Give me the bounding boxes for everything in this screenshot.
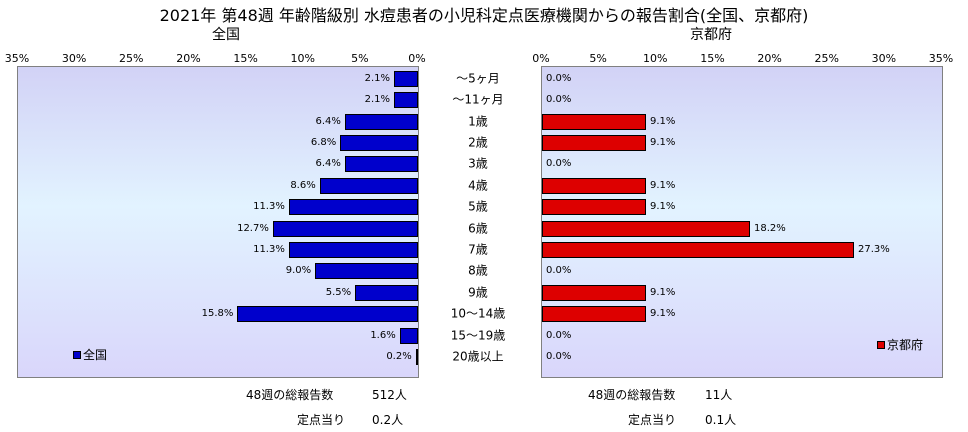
kyoto-value-label: 0.0% xyxy=(546,158,572,170)
national-bar xyxy=(340,134,418,151)
kyoto-x-tick: 0% xyxy=(532,52,550,65)
national-total-value: 512人 xyxy=(372,388,407,402)
national-bar xyxy=(237,306,418,323)
age-category-label: 9歳 xyxy=(468,285,488,300)
kyoto-x-tick: 15% xyxy=(700,52,725,65)
kyoto-x-tick: 5% xyxy=(589,52,607,65)
kyoto-value-label: 0.0% xyxy=(546,329,572,341)
national-x-tick: 25% xyxy=(119,52,144,65)
national-total-label: 48週の総報告数 xyxy=(246,388,334,402)
national-bar xyxy=(399,327,418,344)
national-x-tick: 10% xyxy=(290,52,315,65)
kyoto-legend-swatch xyxy=(877,340,885,349)
national-x-tick: 20% xyxy=(176,52,201,65)
national-value-label: 6.4% xyxy=(315,158,341,170)
national-bar xyxy=(344,156,418,173)
kyoto-bar xyxy=(542,177,646,194)
kyoto-value-label: 18.2% xyxy=(754,222,786,234)
age-category-label: 5歳 xyxy=(468,199,488,214)
national-bar xyxy=(288,241,418,258)
national-value-label: 1.6% xyxy=(370,329,396,341)
national-value-label: 12.7% xyxy=(237,222,269,234)
national-bar xyxy=(319,177,418,194)
age-category-label: 20歳以上 xyxy=(452,349,504,364)
national-value-label: 9.0% xyxy=(285,265,312,277)
kyoto-x-tick: 35% xyxy=(928,52,954,65)
age-category-label: ～11ヶ月 xyxy=(452,92,504,107)
national-x-tick: 15% xyxy=(233,52,258,65)
kyoto-value-label: 0.0% xyxy=(546,72,572,84)
national-bar xyxy=(272,220,418,237)
national-value-label: 11.3% xyxy=(253,243,285,255)
national-value-label: 11.3% xyxy=(253,201,285,213)
kyoto-chart-title: 京都府 xyxy=(690,27,732,43)
kyoto-total-value: 11人 xyxy=(705,388,733,402)
national-chart-title: 全国 xyxy=(212,27,240,43)
national-x-tick: 5% xyxy=(351,52,369,65)
national-per-value: 0.2人 xyxy=(372,413,404,427)
national-bar xyxy=(355,284,418,301)
national-plot-area: 全国 2.1% 2.1% 6.4% 6.8% 6.4% 8.6% 11.3% 12.7% 11.… xyxy=(17,66,419,378)
national-value-label: 6.8% xyxy=(310,136,337,148)
kyoto-total-label: 48週の総報告数 xyxy=(588,388,676,402)
kyoto-bar xyxy=(542,241,854,258)
age-category-label: 10～14歳 xyxy=(450,306,506,321)
national-value-label: 0.2% xyxy=(386,350,412,362)
national-bar xyxy=(315,263,418,280)
age-category-label: 8歳 xyxy=(468,263,488,278)
age-category-label: 6歳 xyxy=(468,221,488,235)
national-x-tick: 35% xyxy=(4,52,30,65)
kyoto-value-label: 9.1% xyxy=(650,136,676,148)
kyoto-bar xyxy=(542,113,646,130)
national-value-label: 15.8% xyxy=(201,308,234,320)
age-category-label: 2歳 xyxy=(468,135,488,150)
kyoto-x-tick: 20% xyxy=(757,52,782,65)
national-bar xyxy=(394,70,418,87)
kyoto-legend: 京都府 xyxy=(877,336,923,353)
kyoto-per-value: 0.1人 xyxy=(705,413,737,427)
kyoto-value-label: 9.1% xyxy=(650,201,676,213)
national-x-tick: 30% xyxy=(61,52,87,65)
national-per-label: 定点当り xyxy=(297,413,346,427)
kyoto-x-tick: 10% xyxy=(643,52,668,65)
national-x-tick: 0% xyxy=(408,52,426,65)
kyoto-x-tick: 25% xyxy=(814,52,839,65)
kyoto-per-label: 定点当り xyxy=(628,413,677,427)
kyoto-value-label: 0.0% xyxy=(546,350,572,362)
kyoto-bar xyxy=(542,220,750,237)
kyoto-bar xyxy=(542,306,646,323)
kyoto-bar xyxy=(542,199,646,216)
age-category-label: 3歳 xyxy=(468,156,488,171)
national-value-label: 2.1% xyxy=(364,94,390,106)
kyoto-value-label: 9.1% xyxy=(650,308,676,320)
chart-title: 2021年 第48週 年齢階級別 水痘患者の小児科定点医療機関からの報告割合(全… xyxy=(159,6,809,25)
kyoto-x-tick: 30% xyxy=(871,52,897,65)
national-value-label: 5.5% xyxy=(325,286,352,298)
national-value-label: 8.6% xyxy=(290,179,316,191)
national-legend: 全国 xyxy=(73,346,107,363)
kyoto-plot-area: 京都府 0.0% 0.0% 9.1% 9.1% 0.0% 9.1% 9.1% 18.2% 27.… xyxy=(541,66,943,378)
kyoto-value-label: 0.0% xyxy=(546,94,572,106)
age-category-label: 4歳 xyxy=(468,178,488,193)
national-legend-label: 全国 xyxy=(83,348,108,362)
national-bar xyxy=(288,199,418,216)
age-category-label: 7歳 xyxy=(468,242,488,257)
national-bar xyxy=(415,348,418,365)
age-category-label: 1歳 xyxy=(468,114,488,128)
national-bar xyxy=(344,113,418,130)
kyoto-value-label: 9.1% xyxy=(650,179,676,191)
age-category-label: 15～19歳 xyxy=(450,328,506,342)
kyoto-value-label: 9.1% xyxy=(650,115,676,127)
kyoto-bar xyxy=(542,284,646,301)
national-value-label: 6.4% xyxy=(315,115,341,127)
national-value-label: 2.1% xyxy=(364,72,390,84)
kyoto-bar xyxy=(542,134,646,151)
national-legend-swatch xyxy=(73,350,81,359)
national-bar xyxy=(394,92,418,109)
kyoto-legend-label: 京都府 xyxy=(887,338,924,352)
kyoto-value-label: 9.1% xyxy=(650,286,676,298)
kyoto-value-label: 27.3% xyxy=(858,243,890,255)
age-category-label: ～5ヶ月 xyxy=(456,71,500,86)
kyoto-value-label: 0.0% xyxy=(546,265,572,277)
